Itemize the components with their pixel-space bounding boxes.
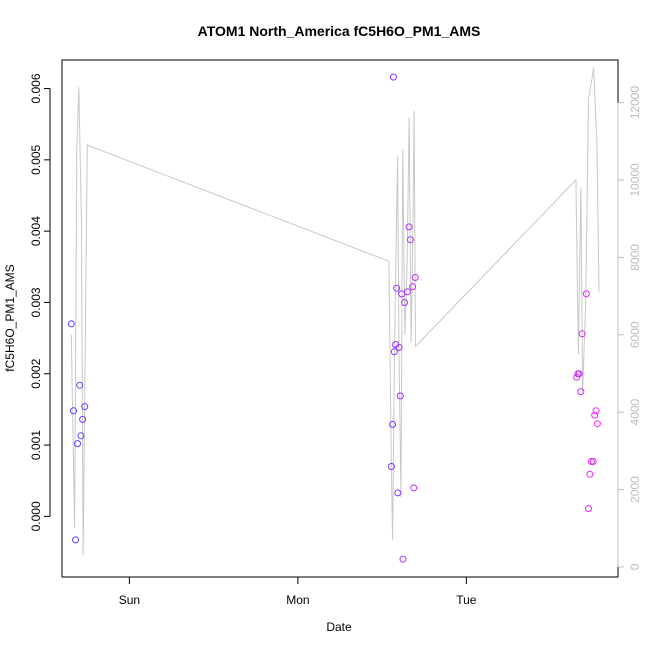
data-point bbox=[405, 223, 413, 231]
y-axis-title: fC5H6O_PM1_AMS bbox=[3, 264, 17, 371]
y-tick-label: 0.006 bbox=[29, 73, 43, 103]
data-point bbox=[585, 505, 592, 512]
x-axis-title: Date bbox=[326, 620, 352, 634]
data-point bbox=[79, 415, 87, 423]
data-point bbox=[81, 403, 89, 411]
chart-title: ATOM1 North_America fC5H6O_PM1_AMS bbox=[198, 23, 481, 39]
y2-tick-label: 4000 bbox=[628, 398, 642, 425]
data-point bbox=[399, 555, 407, 563]
y2-tick-label: 0 bbox=[628, 563, 642, 570]
data-point bbox=[586, 470, 594, 478]
data-point bbox=[575, 370, 583, 378]
data-point bbox=[591, 411, 599, 419]
data-point bbox=[70, 407, 77, 415]
series-points-layer bbox=[67, 73, 601, 563]
y-tick-label: 0.004 bbox=[29, 216, 43, 246]
y-tick-label: 0.002 bbox=[29, 358, 43, 388]
y-tick-label: 0.000 bbox=[29, 501, 43, 531]
data-point bbox=[393, 284, 401, 292]
plot-area bbox=[61, 59, 619, 578]
data-point bbox=[72, 536, 79, 544]
data-point bbox=[74, 440, 81, 448]
data-point bbox=[577, 388, 585, 396]
data-point bbox=[403, 288, 411, 296]
data-point bbox=[67, 320, 75, 328]
series-line-layer bbox=[70, 67, 600, 556]
data-point bbox=[394, 489, 402, 497]
y-axis-right: 0 2000 4000 6000 8000 10000 12000 bbox=[617, 86, 642, 570]
y2-tick-label: 10000 bbox=[628, 163, 642, 197]
y-tick-label: 0.003 bbox=[29, 287, 43, 317]
x-axis: Sun Mon Tue bbox=[119, 576, 477, 607]
data-point bbox=[396, 392, 404, 400]
y2-tick-label: 12000 bbox=[628, 86, 642, 120]
data-point bbox=[387, 463, 395, 470]
data-point bbox=[592, 407, 600, 415]
y2-tick-label: 6000 bbox=[628, 321, 642, 348]
data-point bbox=[578, 330, 586, 338]
y-tick-label: 0.005 bbox=[29, 144, 43, 174]
y-axis-left: 0.000 0.001 0.002 0.003 0.004 0.005 0.006 bbox=[29, 73, 51, 531]
data-point bbox=[77, 432, 85, 440]
data-point bbox=[411, 274, 419, 281]
data-point bbox=[582, 290, 590, 298]
data-point bbox=[390, 348, 398, 356]
y-tick-label: 0.001 bbox=[29, 430, 43, 460]
data-point bbox=[401, 299, 408, 306]
data-point bbox=[389, 420, 397, 428]
data-point bbox=[406, 236, 414, 244]
data-point bbox=[395, 343, 403, 351]
x-tick-label: Mon bbox=[286, 593, 309, 607]
y2-tick-label: 8000 bbox=[628, 244, 642, 271]
data-point bbox=[389, 73, 397, 81]
data-point bbox=[410, 484, 418, 492]
x-tick-label: Sun bbox=[119, 593, 140, 607]
series-line bbox=[70, 67, 600, 556]
data-point bbox=[76, 381, 84, 389]
data-point bbox=[593, 420, 601, 428]
data-point bbox=[409, 283, 417, 291]
y2-tick-label: 2000 bbox=[628, 476, 642, 503]
x-tick-label: Tue bbox=[456, 593, 477, 607]
data-point bbox=[589, 458, 597, 465]
